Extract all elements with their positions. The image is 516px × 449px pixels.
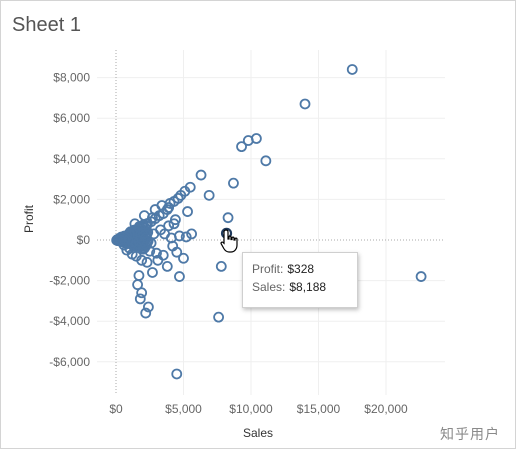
data-point — [215, 260, 227, 272]
tooltip-profit-row: Profit: $328 — [252, 262, 314, 276]
data-point — [147, 212, 158, 224]
data-point — [163, 202, 175, 213]
data-point — [228, 177, 239, 189]
point-tooltip: Profit: $328 Sales: $8,188 — [242, 252, 358, 308]
data-point — [175, 189, 187, 201]
tooltip-sales-value: $8,188 — [289, 280, 327, 294]
data-point — [129, 218, 141, 230]
y-tick-label: -$4,000 — [49, 314, 90, 328]
y-tick-label: $6,000 — [53, 111, 90, 125]
y-tick-label: $8,000 — [53, 71, 90, 85]
tooltip-sales-row: Sales: $8,188 — [252, 280, 326, 294]
y-axis-ticks: $8,000 $6,000 $4,000 $2,000 $0 -$2,000 -$4,000… — [49, 71, 90, 369]
data-point — [203, 189, 215, 201]
x-tick-label: $5,000 — [165, 402, 202, 416]
y-tick-label: $4,000 — [53, 152, 90, 166]
data-point — [145, 237, 157, 249]
tooltip-sales-label: Sales: — [252, 280, 286, 294]
data-point — [147, 267, 158, 278]
y-tick-label: $0 — [77, 233, 91, 247]
data-point — [124, 242, 135, 254]
data-point — [242, 135, 254, 146]
data-point — [236, 141, 247, 153]
data-point — [132, 279, 144, 291]
data-point — [178, 252, 189, 264]
data-point — [136, 287, 148, 299]
data-point — [140, 307, 152, 319]
y-tick-label: -$2,000 — [49, 274, 90, 288]
data-point — [151, 247, 162, 259]
x-tick-label: $20,000 — [364, 402, 408, 416]
x-tick-label: $10,000 — [229, 402, 273, 416]
sheet-title: Sheet 1 — [12, 14, 81, 36]
tooltip-profit-value: $328 — [287, 262, 315, 276]
data-point — [299, 98, 311, 110]
data-point — [222, 212, 234, 224]
data-point — [165, 232, 177, 244]
data-point — [171, 246, 183, 258]
data-point — [133, 235, 145, 247]
y-axis-label: Profit — [22, 205, 36, 234]
x-tick-label: $15,000 — [297, 402, 341, 416]
data-points — [111, 64, 427, 380]
data-point — [168, 218, 180, 230]
data-point — [133, 270, 145, 281]
tooltip-profit-label: Profit: — [252, 262, 284, 276]
data-point — [141, 256, 153, 268]
data-point — [152, 254, 164, 266]
data-point — [174, 271, 185, 282]
data-point — [161, 260, 173, 272]
x-axis-ticks: $0 $5,000 $10,000 $15,000 $20,000 — [109, 402, 408, 416]
data-point — [171, 368, 183, 380]
data-point — [180, 231, 192, 243]
data-point — [182, 206, 193, 217]
data-point — [134, 293, 146, 305]
data-point — [186, 228, 198, 240]
data-point — [415, 271, 427, 282]
y-tick-label: -$6,000 — [49, 355, 90, 369]
data-point — [156, 200, 168, 211]
data-point — [195, 169, 207, 181]
data-point — [260, 155, 272, 167]
y-tick-label: $2,000 — [53, 192, 90, 206]
data-point — [118, 239, 130, 251]
data-point — [163, 220, 175, 232]
hand-cursor-icon — [220, 229, 238, 253]
data-point — [213, 311, 225, 323]
gridlines — [97, 50, 445, 395]
data-point — [137, 243, 149, 255]
watermark: 知乎用户 — [440, 426, 500, 442]
x-axis-label: Sales — [242, 426, 274, 440]
x-tick-label: $0 — [109, 402, 123, 416]
data-point — [346, 64, 358, 75]
data-point — [142, 301, 154, 313]
